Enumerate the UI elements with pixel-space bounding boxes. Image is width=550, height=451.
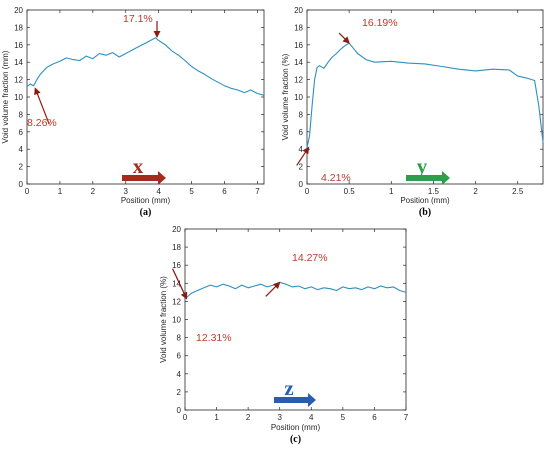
direction-arrow-shaft: [406, 175, 442, 181]
x-tick-label: 1.5: [428, 187, 440, 196]
x-tick-label: 5: [341, 413, 346, 422]
y-tick-label: 16: [14, 41, 23, 50]
direction-label: x: [133, 154, 144, 178]
y-axis-label: Void volume fraction (%): [281, 53, 290, 140]
y-tick-label: 4: [19, 145, 24, 154]
y-tick-label: 4: [299, 145, 304, 154]
direction-arrow-shaft: [122, 175, 158, 181]
x-tick-label: 2: [246, 413, 251, 422]
annotation-arrow: [172, 268, 188, 300]
x-tick-label: 7: [404, 413, 409, 422]
x-tick-label: 6: [222, 187, 227, 196]
series-line: [26, 37, 265, 96]
x-tick-label: 4: [309, 413, 314, 422]
series-line: [306, 42, 544, 148]
y-tick-label: 14: [172, 279, 181, 288]
y-tick-label: 18: [172, 243, 181, 252]
y-tick-label: 10: [294, 93, 303, 102]
y-axis-label: Void volume fraction (%): [159, 276, 168, 363]
direction-arrow-head: [442, 171, 450, 185]
x-tick-label: 1: [389, 187, 394, 196]
direction-arrow-shaft: [274, 397, 308, 403]
y-tick-label: 8: [299, 110, 304, 119]
y-tick-label: 10: [172, 316, 181, 325]
x-tick-label: 0: [305, 187, 310, 196]
series-line: [184, 281, 407, 300]
y-tick-label: 20: [172, 225, 181, 234]
annotation-arrow: [338, 32, 350, 44]
x-tick-label: 4: [156, 187, 161, 196]
direction-arrow-head: [158, 171, 166, 185]
y-tick-label: 12: [172, 297, 181, 306]
x-tick-label: 1: [58, 187, 63, 196]
y-tick-label: 2: [177, 388, 182, 397]
annotation-label: 12.31%: [196, 332, 232, 344]
panel-label: (c): [290, 434, 301, 445]
panel-label: (a): [140, 207, 152, 218]
y-tick-label: 6: [177, 352, 182, 361]
annotation-arrow: [34, 87, 50, 125]
y-tick-label: 4: [177, 370, 182, 379]
y-tick-label: 2: [299, 163, 304, 172]
direction-label: z: [284, 376, 293, 400]
y-tick-label: 20: [294, 6, 303, 15]
x-tick-label: 5: [189, 187, 194, 196]
plot-frame: [184, 228, 407, 411]
y-tick-label: 8: [19, 110, 24, 119]
y-tick-label: 2: [19, 163, 24, 172]
y-tick-label: 6: [299, 128, 304, 137]
x-tick-label: 1: [214, 413, 219, 422]
direction-arrow-head: [308, 393, 316, 407]
y-tick-label: 18: [294, 23, 303, 32]
y-axis-label: Void volume fraction (mm): [1, 50, 10, 143]
x-tick-label: 6: [372, 413, 377, 422]
annotation-label: 8.26%: [27, 117, 57, 129]
y-tick-label: 16: [294, 41, 303, 50]
y-tick-label: 14: [294, 58, 303, 67]
annotation-label: 4.21%: [321, 172, 351, 184]
y-tick-label: 16: [172, 261, 181, 270]
x-tick-label: 0: [25, 187, 30, 196]
x-axis-label: Position (mm): [400, 196, 450, 205]
y-tick-label: 12: [14, 76, 23, 85]
x-tick-label: 3: [124, 187, 129, 196]
x-tick-label: 7: [255, 187, 260, 196]
y-tick-label: 12: [294, 76, 303, 85]
y-tick-label: 8: [177, 334, 182, 343]
y-tick-label: 18: [14, 23, 23, 32]
y-tick-label: 0: [19, 180, 24, 189]
panel-label: (b): [419, 207, 431, 218]
annotation-label: 14.27%: [292, 252, 328, 264]
y-tick-label: 10: [14, 93, 23, 102]
x-tick-label: 0.5: [344, 187, 356, 196]
annotation-arrow: [296, 146, 310, 166]
y-tick-label: 0: [177, 406, 182, 415]
annotation-label: 17.1%: [123, 13, 153, 25]
y-tick-label: 14: [14, 58, 23, 67]
direction-label: y: [417, 154, 428, 178]
x-axis-label: Position (mm): [121, 196, 171, 205]
y-tick-label: 20: [14, 6, 23, 15]
panel-b-chart: 0 0.5 1 1.5 2 2.5 0 2 4 6 8 10 12 14 16 18 20 Position (m…: [281, 6, 544, 218]
x-tick-label: 0: [183, 413, 188, 422]
x-tick-label: 2.5: [512, 187, 524, 196]
x-tick-label: 2: [473, 187, 478, 196]
x-tick-label: 3: [277, 413, 282, 422]
y-tick-label: 0: [299, 180, 304, 189]
plot-frame: [26, 9, 265, 185]
annotation-label: 16.19%: [362, 17, 398, 29]
annotation-arrow: [265, 281, 281, 297]
x-axis-label: Position (mm): [271, 423, 321, 432]
y-tick-label: 6: [19, 128, 24, 137]
x-tick-label: 2: [91, 187, 96, 196]
